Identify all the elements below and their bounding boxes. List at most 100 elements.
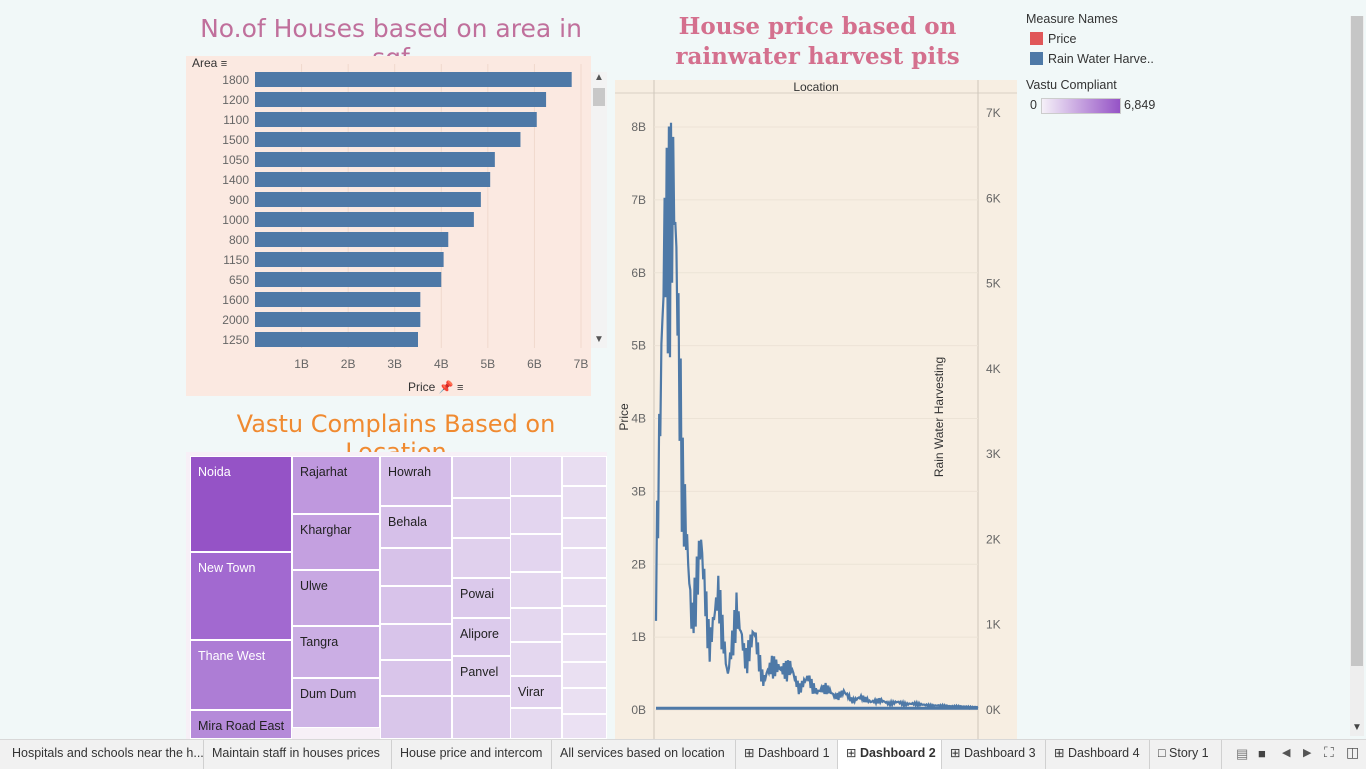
bar[interactable] [255,72,572,87]
treemap-cell[interactable] [510,534,562,572]
tab-maintain-staff[interactable]: Maintain staff in houses prices [204,740,392,769]
show-filmstrip-icon[interactable]: ▤ [1236,746,1249,761]
treemap-cell-label: Tangra [300,635,339,649]
tab-house-price-intercom[interactable]: House price and intercom [392,740,552,769]
treemap-cell[interactable] [380,660,452,696]
scroll-down-icon[interactable]: ▼ [1352,722,1362,733]
treemap-cell[interactable] [452,498,511,538]
show-tabs-icon[interactable]: ■ [1258,746,1266,761]
treemap-cell[interactable] [510,496,562,534]
fullscreen-icon[interactable]: ⛶ [1324,744,1334,760]
x-tick-label: 6B [527,357,542,371]
legend-item-price[interactable]: Price [1026,32,1206,52]
tab-label: Hospitals and schools near the h... [12,746,204,760]
treemap-cell[interactable] [562,578,607,606]
treemap-cell[interactable] [562,688,607,714]
tab-dashboard-4[interactable]: ⊞ Dashboard 4 [1046,740,1150,769]
treemap-cell[interactable] [562,518,607,548]
treemap-cell[interactable] [510,608,562,642]
treemap-cell[interactable] [562,662,607,688]
bar[interactable] [255,132,521,147]
sort-icon[interactable]: ≡ [456,382,464,394]
y2-tick-label: 7K [986,106,1001,120]
treemap-cell-noida[interactable]: Noida [190,456,292,552]
treemap-cell-ulwe[interactable]: Ulwe [292,570,380,626]
tab-dashboard-1[interactable]: ⊞ Dashboard 1 [736,740,838,769]
treemap-cell-tangra[interactable]: Tangra [292,626,380,678]
treemap-cell[interactable] [562,606,607,634]
treemap-cell-new-town[interactable]: New Town [190,552,292,640]
treemap-cell[interactable] [562,548,607,578]
y-tick-label: 7B [631,193,646,207]
bar[interactable] [255,92,547,107]
x-tick-label: 3B [387,357,402,371]
treemap-cell[interactable] [380,624,452,660]
treemap-cell[interactable] [452,696,511,739]
vastu-color-scale[interactable]: 0 6,849 [1026,98,1206,116]
treemap-cell-howrah[interactable]: Howrah [380,456,452,506]
bar[interactable] [255,272,442,287]
bar[interactable] [255,252,444,267]
y-tick-label: 5B [631,339,646,353]
area-bar-chart[interactable]: 1B 2B 3B 4B 5B 6B 7B 1800 1200 1100 1500 1050 1400 90… [186,56,591,396]
tab-dashboard-2[interactable]: ⊞ Dashboard 2 [838,740,942,769]
treemap-cell-dum-dum[interactable]: Dum Dum [292,678,380,728]
tab-story-1[interactable]: □ Story 1 [1150,740,1222,769]
prev-sheet-icon[interactable]: ◀ [1282,747,1291,759]
treemap-cell[interactable] [510,456,562,496]
treemap-cell-behala[interactable]: Behala [380,506,452,548]
bar[interactable] [255,192,481,207]
treemap-cell-rajarhat[interactable]: Rajarhat [292,456,380,514]
treemap-cell-thane-west[interactable]: Thane West [190,640,292,710]
bar[interactable] [255,332,418,347]
presentation-icon[interactable]: ◫ [1346,744,1360,760]
bar[interactable] [255,292,421,307]
sort-icon[interactable]: ≡ [220,58,228,70]
treemap-cell[interactable] [380,548,452,586]
vastu-treemap[interactable]: Noida New Town Thane West Mira Road East Raj… [186,452,607,739]
next-sheet-icon[interactable]: ▶ [1303,747,1312,759]
legend-item-rainwater[interactable]: Rain Water Harve.. [1026,52,1206,78]
bar-chart-scrollbar[interactable]: ▲ ▼ [591,72,607,348]
treemap-cell[interactable] [510,572,562,608]
treemap-cell-kharghar[interactable]: Kharghar [292,514,380,570]
treemap-cell[interactable] [452,456,511,498]
treemap-cell[interactable] [380,696,452,739]
treemap-cell-label: Panvel [460,665,499,679]
page-scroll-thumb[interactable] [1351,16,1363,666]
treemap-cell[interactable] [380,586,452,624]
treemap-cell[interactable] [562,714,607,739]
bar[interactable] [255,312,421,327]
treemap-cell[interactable] [452,538,511,578]
bar[interactable] [255,112,537,127]
treemap-cell[interactable] [562,486,607,518]
bar[interactable] [255,152,495,167]
rainwater-series-line[interactable] [654,122,979,710]
tab-dashboard-3[interactable]: ⊞ Dashboard 3 [942,740,1046,769]
treemap-cell-alipore[interactable]: Alipore [452,618,511,656]
area-axis-header: Area ≡ [192,56,227,70]
scroll-up-icon[interactable]: ▲ [594,72,604,83]
price-line-chart[interactable]: 0B 1B 2B 3B 4B 5B 6B 7B 8B 0K 1K 2K 3K 4K 5K 6K 7K Locat… [615,80,1017,739]
bar[interactable] [255,172,491,187]
treemap-cell[interactable] [510,708,562,739]
y-tick-label: 4B [631,412,646,426]
page-scrollbar[interactable]: ▼ [1350,16,1364,736]
y-tick-label: 6B [631,266,646,280]
scroll-down-icon[interactable]: ▼ [594,334,604,345]
tab-all-services[interactable]: All services based on location [552,740,736,769]
y-tick-label: 1000 [222,213,249,227]
scroll-thumb[interactable] [593,88,605,106]
bar[interactable] [255,212,474,227]
treemap-cell[interactable] [562,634,607,662]
treemap-cell-virar[interactable]: Virar [510,676,562,708]
tab-hospitals-schools[interactable]: Hospitals and schools near the h... [4,740,204,769]
treemap-cell-powai[interactable]: Powai [452,578,511,618]
pin-icon[interactable]: 📌 [438,380,454,394]
treemap-cell[interactable] [510,642,562,676]
treemap-cell[interactable] [562,456,607,486]
treemap-cell-panvel[interactable]: Panvel [452,656,511,696]
bar[interactable] [255,232,449,247]
treemap-cell-mira-road-east[interactable]: Mira Road East [190,710,292,739]
dashboard-icon: ⊞ [846,746,860,760]
